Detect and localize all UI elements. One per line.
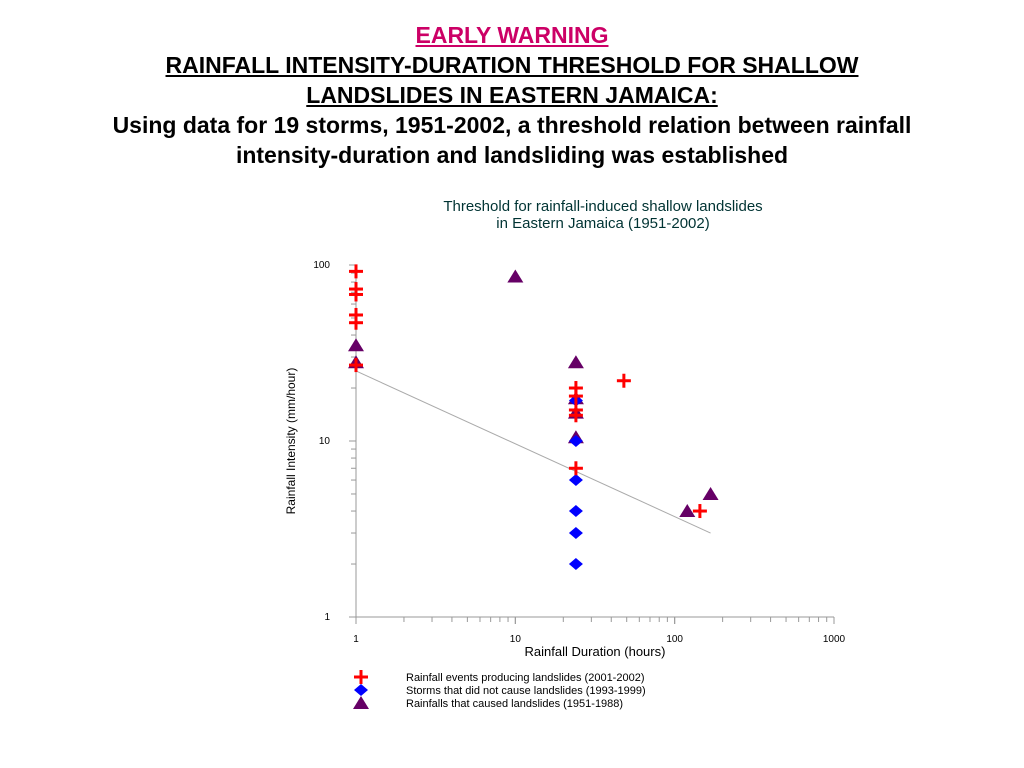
chart-axes: 1 10 100 1000 1 10 100 xyxy=(313,260,845,645)
plus-data-point xyxy=(349,315,363,330)
y-axis-label: Rainfall Intensity (mm/hour) xyxy=(284,368,298,515)
data-points xyxy=(348,264,719,571)
diamond-data-point xyxy=(568,558,583,571)
chart-title: Threshold for rainfall-induced shallow l… xyxy=(443,198,762,215)
plus-data-point xyxy=(349,287,363,302)
triangle-data-point xyxy=(507,269,524,283)
threshold-line-group xyxy=(355,370,711,534)
triangle-data-point xyxy=(702,486,719,500)
plus-data-point xyxy=(692,504,707,519)
plus-data-point xyxy=(568,461,583,476)
plus-data-point xyxy=(616,373,631,388)
plus-data-point xyxy=(349,358,363,373)
x-tick-label: 100 xyxy=(666,634,683,645)
slide-heading: EARLY WARNING RAINFALL INTENSITY-DURATIO… xyxy=(0,20,1024,170)
x-tick-label: 1000 xyxy=(823,634,846,645)
chart-legend: Rainfall events producing landslides (20… xyxy=(353,670,646,710)
triangle-data-point xyxy=(679,504,696,518)
heading-line-2: RAINFALL INTENSITY-DURATION THRESHOLD FO… xyxy=(165,52,859,78)
plus-data-point xyxy=(349,264,363,279)
legend-marker-diamond xyxy=(354,684,368,696)
chart-subtitle: in Eastern Jamaica (1951-2002) xyxy=(496,215,709,232)
plus-data-point xyxy=(568,389,583,404)
x-tick-label: 1 xyxy=(353,634,359,645)
diamond-data-point xyxy=(568,505,583,518)
heading-line-4: Using data for 19 storms, 1951-2002, a t… xyxy=(112,112,912,138)
plus-data-point xyxy=(568,408,583,423)
triangle-data-point xyxy=(348,338,364,352)
y-tick-label: 10 xyxy=(319,436,331,447)
legend-marker-plus xyxy=(354,670,368,684)
diamond-data-point xyxy=(568,474,583,487)
triangle-data-point xyxy=(567,355,584,369)
diamond-data-point xyxy=(568,527,583,540)
heading-line-3: LANDSLIDES IN EASTERN JAMAICA: xyxy=(306,82,718,108)
threshold-line xyxy=(355,370,711,534)
legend-entry-label: Storms that did not cause landslides (19… xyxy=(406,685,646,697)
legend-marker-triangle xyxy=(353,696,369,709)
legend-entry-label: Rainfall events producing landslides (20… xyxy=(406,672,644,684)
x-tick-label: 10 xyxy=(510,634,522,645)
y-tick-label: 1 xyxy=(324,612,330,623)
diamond-data-point xyxy=(568,435,583,447)
early-warning-title: EARLY WARNING xyxy=(415,22,609,48)
heading-line-5: intensity-duration and landsliding was e… xyxy=(235,142,789,168)
legend-entry-label: Rainfalls that caused landslides (1951-1… xyxy=(406,698,623,710)
x-axis-label: Rainfall Duration (hours) xyxy=(525,644,666,659)
y-tick-label: 100 xyxy=(313,260,330,271)
